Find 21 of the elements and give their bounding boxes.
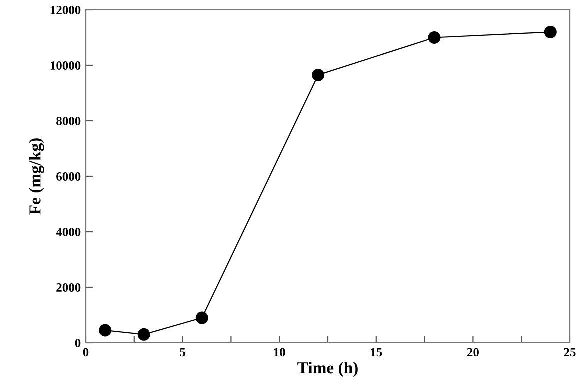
x-tick-label: 10 xyxy=(274,348,286,357)
y-tick-label: 6000 xyxy=(56,172,81,181)
x-axis-title: Time (h) xyxy=(298,362,358,378)
y-axis-title: Fe (mg/kg) xyxy=(29,138,44,215)
y-tick-label: 2000 xyxy=(56,284,81,292)
point xyxy=(428,32,441,44)
y-tick-label: 10000 xyxy=(50,62,81,70)
point xyxy=(138,328,150,341)
y-tick-label: 12000 xyxy=(50,6,81,14)
x-tick-label: 0 xyxy=(83,348,89,357)
y-tick-label: 8000 xyxy=(56,117,81,126)
x-tick-label: 15 xyxy=(371,348,382,357)
point xyxy=(544,26,557,38)
x-tick-label: 25 xyxy=(564,348,576,357)
point xyxy=(99,324,112,337)
x-tick-label: 20 xyxy=(467,348,479,357)
x-tick-label: 5 xyxy=(180,348,186,357)
y-tick-label: 4000 xyxy=(56,228,81,236)
point xyxy=(312,68,325,82)
point xyxy=(196,312,208,324)
y-tick-label: 0 xyxy=(75,339,81,348)
